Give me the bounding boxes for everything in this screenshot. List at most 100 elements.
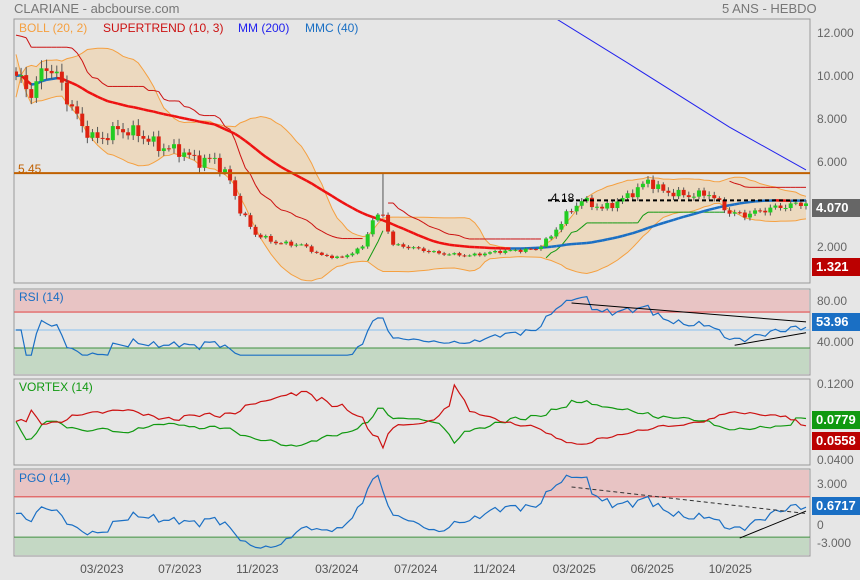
mmc40-segment bbox=[449, 243, 455, 247]
candle-body bbox=[44, 68, 49, 71]
candle-body bbox=[289, 241, 294, 246]
y-tick: 2.000 bbox=[817, 240, 848, 254]
supertrend-segment bbox=[428, 225, 435, 229]
candle-body bbox=[197, 155, 202, 168]
candle-body bbox=[263, 235, 268, 238]
supertrend-segment bbox=[234, 140, 241, 156]
supertrend-segment bbox=[81, 60, 88, 73]
y-tick: 3.000 bbox=[817, 477, 848, 491]
candle-body bbox=[798, 202, 803, 206]
mmc40-segment bbox=[423, 236, 430, 241]
supertrend-segment bbox=[66, 46, 73, 49]
candle-body bbox=[299, 244, 304, 246]
candle-body bbox=[732, 212, 737, 214]
candle-body bbox=[722, 200, 727, 211]
y-tick: 0 bbox=[817, 518, 824, 532]
candle-body bbox=[90, 132, 95, 138]
supertrend-segment bbox=[418, 219, 424, 224]
candle-body bbox=[783, 207, 788, 209]
supertrend-segment bbox=[545, 252, 552, 259]
supertrend-segment bbox=[71, 47, 78, 54]
candle-body bbox=[416, 247, 421, 249]
mmc40-segment bbox=[117, 102, 124, 107]
supertrend-segment bbox=[729, 180, 735, 184]
mmc40-segment bbox=[209, 122, 215, 126]
supertrend-segment bbox=[326, 233, 333, 237]
mmc40-segment bbox=[326, 191, 333, 198]
mmc40-segment bbox=[734, 202, 740, 206]
candle-body bbox=[523, 248, 528, 252]
candle-body bbox=[95, 132, 100, 138]
supertrend-segment bbox=[189, 106, 195, 111]
mmc40-segment bbox=[81, 87, 89, 93]
candle-body bbox=[177, 144, 182, 157]
candle-body bbox=[447, 254, 452, 256]
panel-vor bbox=[13, 378, 811, 466]
candle-body bbox=[625, 193, 630, 199]
mmc40-segment bbox=[331, 194, 338, 201]
mmc40-segment bbox=[744, 200, 751, 204]
mmc40-segment bbox=[561, 243, 567, 247]
candle-body bbox=[182, 152, 187, 157]
candle-body bbox=[635, 187, 640, 198]
candle-body bbox=[54, 71, 59, 74]
candle-body bbox=[595, 206, 600, 208]
candle-body bbox=[248, 215, 253, 227]
y-tick: 8.000 bbox=[817, 112, 848, 126]
x-tick-label: 10/2025 bbox=[708, 562, 752, 576]
supertrend-segment bbox=[249, 174, 257, 186]
mmc40-segment bbox=[249, 143, 257, 150]
mmc40-segment bbox=[367, 214, 374, 219]
candle-body bbox=[304, 244, 309, 247]
rsi-trendline bbox=[571, 302, 807, 323]
candle-body bbox=[574, 205, 579, 212]
candle-body bbox=[727, 210, 732, 214]
supertrend-segment bbox=[571, 230, 577, 233]
candle-body bbox=[753, 210, 758, 214]
mmc40-segment bbox=[612, 236, 618, 240]
mmc40-segment bbox=[234, 132, 241, 139]
candle-body bbox=[39, 68, 44, 82]
supertrend-segment bbox=[306, 219, 312, 225]
vortex-title: VORTEX (14) bbox=[19, 380, 93, 394]
candle-body bbox=[396, 244, 401, 246]
x-tick-label: 07/2023 bbox=[158, 562, 202, 576]
candle-body bbox=[691, 196, 696, 198]
candle-body bbox=[156, 136, 161, 152]
candle-body bbox=[110, 126, 115, 141]
last-price-tag: 4.070 bbox=[812, 199, 860, 217]
candle-body bbox=[493, 251, 498, 253]
mm200-line bbox=[557, 20, 807, 171]
y-tick: 0.0400 bbox=[817, 453, 854, 467]
candle-body bbox=[666, 190, 671, 193]
mmc40-segment bbox=[173, 114, 180, 119]
mmc40-segment bbox=[71, 81, 78, 87]
mmc40-segment bbox=[224, 128, 231, 133]
candle-body bbox=[75, 106, 80, 114]
chart-title: CLARIANE - abcbourse.com bbox=[14, 1, 180, 16]
candle-body bbox=[19, 75, 24, 77]
candle-body bbox=[518, 249, 523, 252]
candle-body bbox=[202, 157, 207, 168]
candle-body bbox=[166, 148, 171, 150]
candle-body bbox=[141, 136, 146, 139]
mmc40-segment bbox=[244, 139, 252, 146]
candle-body bbox=[85, 126, 90, 138]
candle-body bbox=[482, 253, 487, 256]
candle-body bbox=[29, 89, 34, 98]
dashed-level-label: 4.18 bbox=[551, 191, 575, 205]
mmc40-segment bbox=[678, 215, 685, 220]
mmc40-segment bbox=[551, 244, 557, 248]
candle-body bbox=[187, 152, 192, 155]
candle-body bbox=[538, 246, 543, 250]
mmc40-segment bbox=[280, 165, 287, 171]
supertrend-segment bbox=[311, 223, 318, 229]
supertrend-segment bbox=[219, 118, 226, 127]
mmc40-segment bbox=[708, 207, 715, 211]
pgo-last-tag: 0.6717 bbox=[812, 497, 860, 515]
mmc40-segment bbox=[107, 99, 114, 104]
supertrend-segment bbox=[576, 226, 583, 232]
supertrend-segment bbox=[433, 227, 440, 231]
mmc40-segment bbox=[729, 203, 735, 207]
